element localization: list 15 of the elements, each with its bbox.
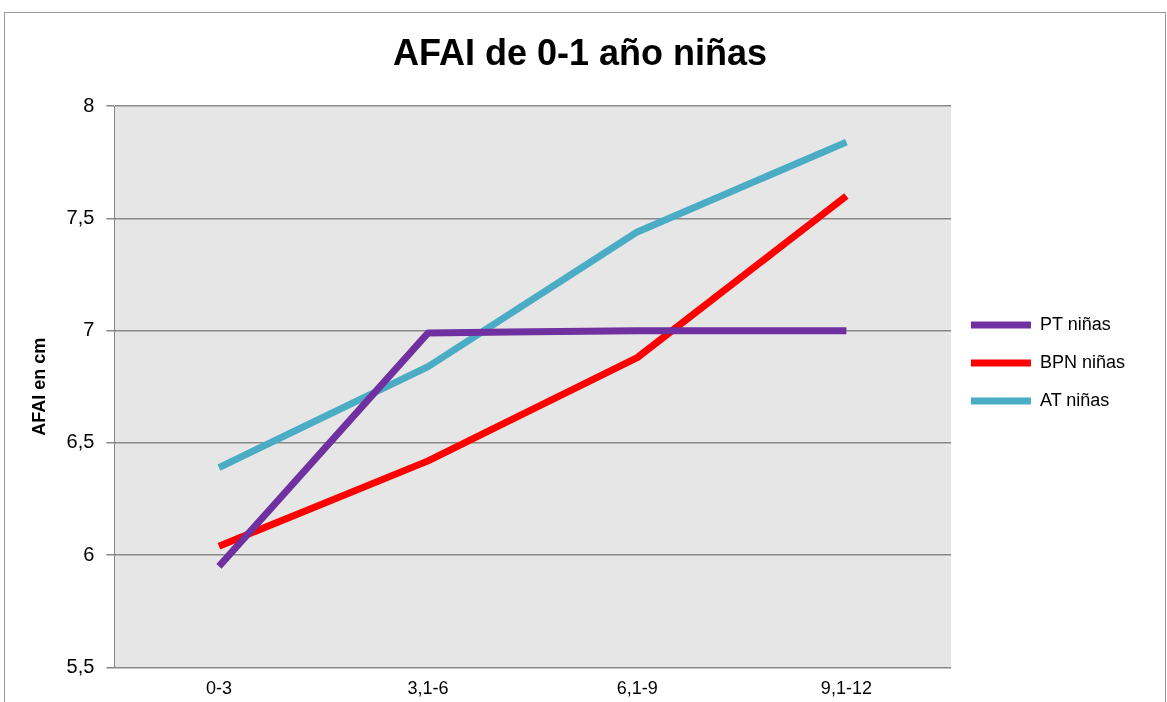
y-tick-label: 6,5 [66, 430, 95, 453]
y-tick-label: 6 [83, 542, 95, 565]
y-axis-title: AFAI en cm [28, 337, 49, 436]
legend-label: BPN niñas [1039, 351, 1125, 372]
x-tick-label: 6,1-9 [616, 678, 658, 699]
legend-label: PT niñas [1039, 313, 1111, 334]
x-tick-label: 0-3 [205, 678, 232, 699]
chart-title: AFAI de 0-1 año niñas [392, 31, 768, 73]
y-tick-label: 7 [83, 318, 95, 341]
y-tick-label: 8 [83, 93, 95, 116]
y-tick-label: 7,5 [66, 205, 95, 228]
legend-label: AT niñas [1039, 389, 1110, 410]
x-tick-label: 3,1-6 [407, 678, 449, 699]
y-tick-label: 5,5 [66, 654, 95, 677]
x-tick-label: 9,1-12 [820, 678, 872, 699]
